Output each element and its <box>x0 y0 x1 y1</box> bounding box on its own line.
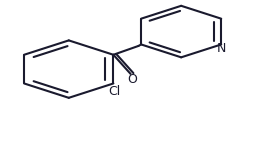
Text: O: O <box>127 73 137 86</box>
Text: Cl: Cl <box>109 85 121 98</box>
Text: N: N <box>217 42 226 55</box>
